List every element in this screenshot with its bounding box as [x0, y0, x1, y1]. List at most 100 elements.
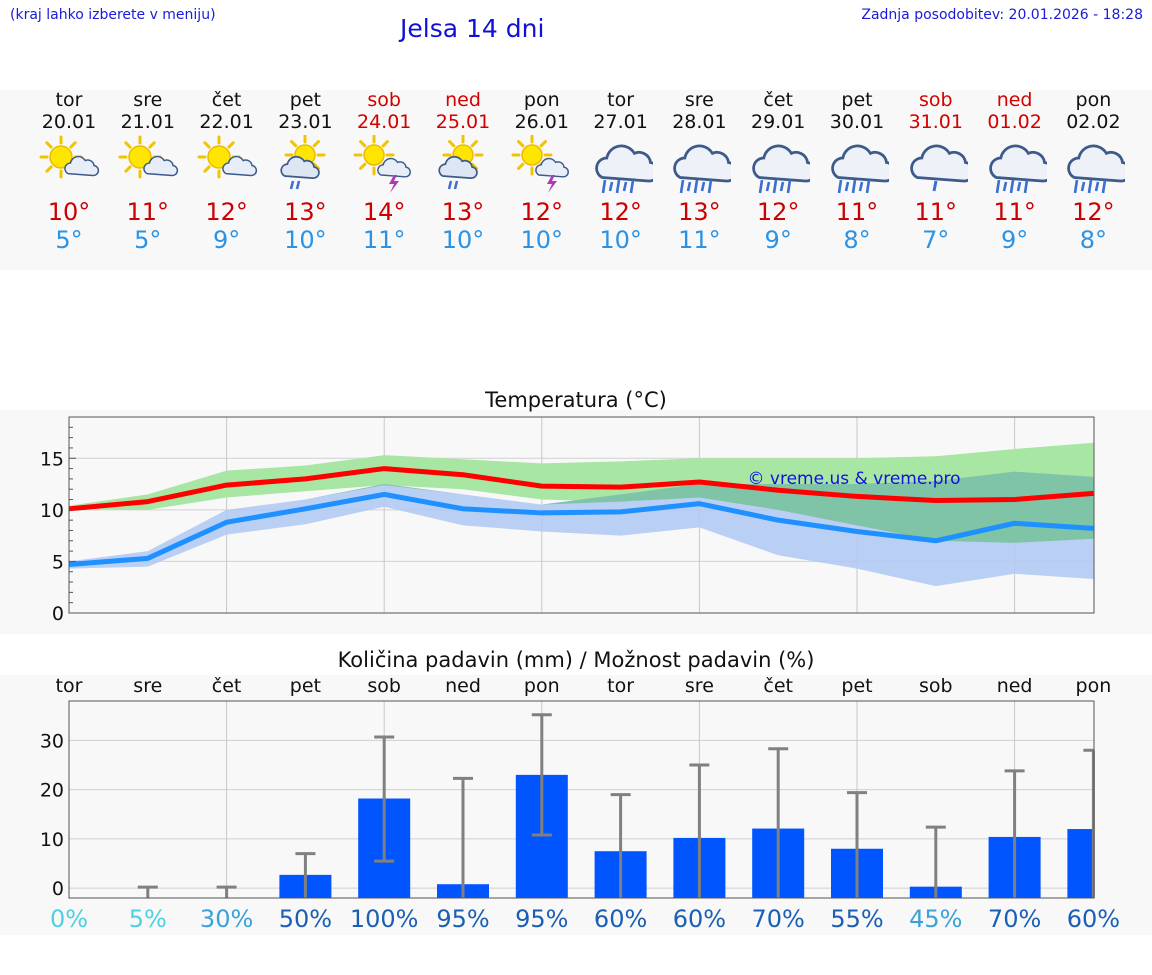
day-min-temp: 10° — [520, 226, 564, 254]
day-max-temp: 13° — [678, 198, 721, 226]
y-tick-label: 5 — [52, 551, 64, 573]
sun-cloud-icon — [39, 135, 100, 179]
day-max-temp: 11° — [993, 198, 1036, 226]
day-date: 20.01 — [41, 111, 97, 133]
day-date: 23.01 — [278, 111, 333, 133]
day-name: sob — [919, 89, 953, 111]
day-max-temp: 13° — [441, 198, 485, 226]
day-label: čet — [212, 675, 242, 697]
location-menu-note: (kraj lahko izberete v meniju) — [10, 7, 216, 23]
precip-probability: 0% — [50, 905, 88, 933]
precip-probability: 30% — [200, 905, 253, 933]
y-tick-label: 15 — [40, 448, 64, 470]
day-label: ned — [445, 675, 481, 697]
y-tick-label: 10 — [40, 829, 64, 851]
day-label: ned — [997, 675, 1033, 697]
day-date: 28.01 — [672, 111, 727, 133]
y-tick-label: 0 — [52, 878, 64, 900]
plot-frame — [68, 416, 1095, 614]
plot-area — [69, 701, 1094, 898]
day-min-temp: 8° — [843, 226, 871, 254]
sun-cloud-icon — [197, 135, 257, 179]
cloud-rain-icon — [1067, 144, 1126, 194]
day-date: 26.01 — [514, 111, 569, 133]
sun-cloud-rain-icon — [438, 135, 484, 190]
day-label: sre — [133, 675, 162, 697]
day-date: 31.01 — [908, 111, 963, 133]
temperature-chart-title: Temperatura (°C) — [485, 388, 667, 412]
day-date: 29.01 — [750, 111, 806, 133]
precip-bar — [1067, 829, 1094, 898]
cloud-rain-icon — [831, 144, 889, 194]
day-date: 27.01 — [593, 111, 648, 133]
day-label: pon — [524, 675, 560, 697]
sun-cloud-icon — [118, 135, 178, 179]
day-label: tor — [56, 675, 83, 697]
day-min-temp: 9° — [764, 226, 792, 254]
precip-probability: 95% — [515, 905, 568, 933]
day-max-temp: 12° — [756, 198, 800, 226]
sun-cloud-rain-icon — [280, 135, 326, 190]
day-label: čet — [763, 675, 793, 697]
day-name: tor — [55, 89, 83, 111]
precip-probability: 70% — [988, 905, 1041, 933]
day-min-temp: 11° — [362, 226, 406, 254]
cloud-rain-icon — [594, 144, 653, 194]
precipitation-chart-title: Količina padavin (mm) / Možnost padavin … — [337, 648, 815, 672]
day-name: ned — [996, 89, 1033, 111]
sun-cloud-thunder-icon — [353, 135, 412, 193]
day-name: sre — [133, 89, 163, 111]
cloud-rain-icon — [752, 144, 811, 194]
min-temp-line — [68, 491, 1094, 568]
day-name: čet — [211, 89, 242, 111]
y-tick-label: 10 — [40, 500, 64, 522]
precip-probability: 60% — [1067, 905, 1120, 933]
precip-probability: 100% — [350, 905, 419, 933]
precipitation-chart: 0 10 20 30 tor sre čet pet sob ned pon tor sre čet pet… — [40, 675, 1120, 933]
cloud-rain-icon — [673, 144, 732, 194]
day-date: 02.02 — [1066, 111, 1121, 133]
day-date: 01.02 — [987, 111, 1042, 133]
max-temp-line — [68, 466, 1094, 512]
day-label: pet — [841, 675, 872, 697]
day-label: tor — [607, 675, 634, 697]
day-min-temp: 11° — [678, 226, 721, 254]
day-name: čet — [763, 89, 793, 111]
day-name: pon — [1075, 89, 1112, 111]
last-update-text: Zadnja posodobitev: 20.01.2026 - 18:28 — [861, 7, 1143, 23]
watermark: © vreme.us & vreme.pro — [747, 469, 960, 489]
precip-probability: 55% — [830, 905, 883, 933]
day-date: 25.01 — [435, 111, 491, 133]
day-date: 22.01 — [199, 111, 254, 133]
precip-probability: 5% — [129, 905, 167, 933]
day-label: sob — [919, 675, 953, 697]
day-min-temp: 5° — [134, 226, 162, 254]
day-max-temp: 13° — [284, 198, 327, 226]
day-name: ned — [445, 89, 481, 111]
day-min-temp: 10° — [284, 226, 327, 254]
day-min-temp: 5° — [55, 226, 83, 254]
day-max-temp: 12° — [599, 198, 642, 226]
day-date: 21.01 — [120, 111, 175, 133]
precip-probability: 60% — [594, 905, 647, 933]
day-name: pet — [289, 89, 321, 111]
y-tick-label: 0 — [52, 603, 64, 625]
y-tick-label: 20 — [40, 780, 64, 802]
cloud-light-rain-icon — [910, 144, 968, 192]
precip-probability: 60% — [673, 905, 726, 933]
temperature-chart: 0 5 10 15 © vreme.us & vreme.pro — [40, 416, 1095, 625]
precip-probability: 70% — [752, 905, 805, 933]
day-name: sre — [684, 89, 714, 111]
day-min-temp: 9° — [212, 226, 241, 254]
day-max-temp: 11° — [835, 198, 879, 226]
cloud-rain-icon — [988, 144, 1047, 194]
day-min-temp: 7° — [922, 226, 950, 254]
page-title: Jelsa 14 dni — [400, 14, 545, 43]
day-name: pet — [841, 89, 873, 111]
day-min-temp: 10° — [599, 226, 642, 254]
plot-frame — [68, 700, 1095, 899]
day-label: pet — [290, 675, 321, 697]
precip-probability: 50% — [279, 905, 332, 933]
day-min-temp: 10° — [441, 226, 485, 254]
day-date: 24.01 — [356, 111, 412, 133]
